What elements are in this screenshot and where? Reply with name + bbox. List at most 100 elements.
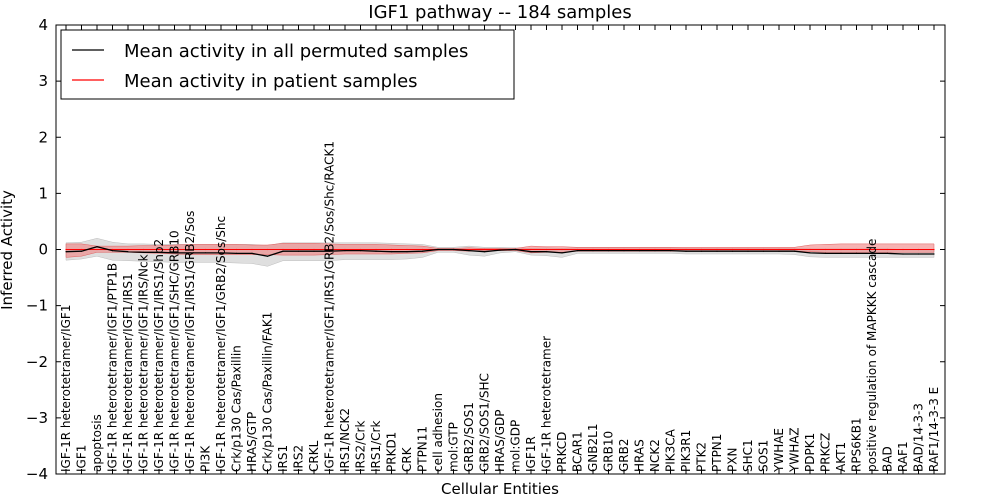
x-tick-label: PRKCD <box>555 432 569 472</box>
data-point-patient <box>545 248 548 251</box>
data-point-permuted <box>638 250 641 252</box>
series-lines <box>65 246 935 257</box>
x-tick-label: PIK3R1 <box>679 430 693 472</box>
data-point-patient <box>607 248 610 251</box>
y-tick-label: −4 <box>26 465 48 483</box>
data-point-permuted <box>499 249 501 251</box>
data-point-permuted <box>917 253 920 255</box>
data-point-patient <box>421 248 424 251</box>
data-point-patient <box>390 248 393 251</box>
x-tick-label: IGF1R <box>524 436 538 472</box>
data-point-permuted <box>840 252 842 254</box>
x-tick-label: IGF-1R heterotetramer/IGF1/IRS1/Shp2 <box>152 239 166 472</box>
data-point-patient <box>142 248 145 251</box>
data-point-patient <box>824 248 827 251</box>
data-point-permuted <box>142 251 145 253</box>
data-point-permuted <box>747 250 749 252</box>
data-point-patient <box>328 248 331 251</box>
x-tick-label: PTK2 <box>695 442 709 472</box>
x-tick-label: cell adhesion <box>431 393 445 472</box>
data-point-patient <box>235 248 238 251</box>
data-point-permuted <box>468 250 470 252</box>
data-point-permuted <box>158 251 160 253</box>
x-tick-label: mol:GTP <box>447 422 461 472</box>
x-tick-label: PXN <box>726 448 740 472</box>
data-point-permuted <box>328 250 331 252</box>
x-tick-label: HRAS/GTP <box>245 412 259 472</box>
data-point-patient <box>793 248 796 251</box>
data-point-permuted <box>437 248 439 251</box>
data-point-permuted <box>778 250 780 252</box>
legend-label-permuted: Mean activity in all permuted samples <box>124 41 468 62</box>
x-tick-label: AKT1 <box>834 442 848 472</box>
x-tick-label: IGF-1R heterotetramer/IGF1/IRS1/GRB2/Sos <box>183 211 197 472</box>
data-point-permuted <box>623 250 625 252</box>
data-point-permuted <box>359 250 362 252</box>
data-point-permuted <box>855 252 858 254</box>
x-tick-label: IGF-1R heterotetramer <box>540 336 554 472</box>
data-point-patient <box>282 248 284 251</box>
data-point-patient <box>886 248 889 251</box>
x-tick-label: HRAS/GDP <box>493 409 507 472</box>
x-tick-label: RAF1 <box>896 441 910 472</box>
data-point-permuted <box>483 251 486 253</box>
data-point-patient <box>530 248 532 251</box>
data-point-patient <box>189 248 191 251</box>
x-tick-label: mol:GDP <box>509 420 523 472</box>
x-tick-label: apoptosis <box>90 414 104 472</box>
x-tick-label: Crk/p130 Cas/Paxillin <box>230 345 244 472</box>
plot-frame <box>55 24 946 475</box>
data-point-permuted <box>607 250 610 252</box>
data-point-permuted <box>235 252 238 254</box>
x-tick-label: PRKCZ <box>819 433 833 472</box>
x-tick-label: RAF1/14-3-3 E <box>927 387 941 472</box>
x-tick-labels: IGF-1R heterotetramer/IGF1 IGF1 apoptosis I… <box>59 141 941 473</box>
data-point-patient <box>592 248 594 251</box>
y-tick-label: −1 <box>26 297 48 315</box>
y-tick-label: 0 <box>38 241 48 259</box>
data-point-patient <box>762 248 765 251</box>
data-point-permuted <box>654 250 656 252</box>
data-point-permuted <box>127 251 129 253</box>
data-point-permuted <box>545 251 548 253</box>
x-tick-label: IGF-1R heterotetramer/IGF1/IRS1/GRB2/Sos… <box>323 141 337 472</box>
data-point-permuted <box>793 250 796 252</box>
x-axis-label: Cellular Entities <box>441 480 559 498</box>
data-point-permuted <box>297 250 300 252</box>
data-point-permuted <box>313 250 315 252</box>
y-axis-label: Inferred Activity <box>0 190 16 310</box>
x-tick-label: IRS1/Crk <box>369 421 383 472</box>
x-tick-label: IGF-1R heterotetramer/IGF1/IRS1 <box>121 273 135 472</box>
data-point-permuted <box>561 252 563 254</box>
data-point-permuted <box>933 253 935 255</box>
x-tick-label: PTPN11 <box>416 426 430 472</box>
x-tick-label: BAD <box>881 446 895 472</box>
x-tick-label: YWHAE <box>772 428 786 473</box>
data-point-patient <box>173 248 176 251</box>
data-point-patient <box>669 248 672 251</box>
x-tick-label: IGF-1R heterotetramer/IGF1/GRB2/Sos/Shc <box>214 216 228 472</box>
data-point-patient <box>80 248 83 251</box>
data-point-permuted <box>452 248 455 251</box>
y-tick-label: 3 <box>38 72 48 90</box>
data-point-permuted <box>871 252 873 254</box>
x-tick-label: GRB2 <box>617 438 631 472</box>
data-point-patient <box>623 248 625 251</box>
data-point-permuted <box>514 248 517 251</box>
data-point-patient <box>266 248 269 251</box>
x-tick-label: PDPK1 <box>803 433 817 472</box>
y-tick-label: −3 <box>26 409 48 427</box>
x-tick-label: YWHAZ <box>788 427 802 473</box>
data-point-permuted <box>530 251 532 253</box>
data-point-patient <box>251 248 253 251</box>
x-tick-label: IGF-1R heterotetramer/IGF1/SHC/GRB10 <box>168 230 182 472</box>
data-point-permuted <box>189 252 191 254</box>
data-point-patient <box>933 248 935 251</box>
data-point-patient <box>158 248 160 251</box>
x-tick-label: PTPN1 <box>710 434 724 472</box>
x-tick-label: NCK2 <box>648 439 662 472</box>
data-point-permuted <box>809 252 811 254</box>
data-point-patient <box>127 248 129 251</box>
data-point-patient <box>220 248 222 251</box>
